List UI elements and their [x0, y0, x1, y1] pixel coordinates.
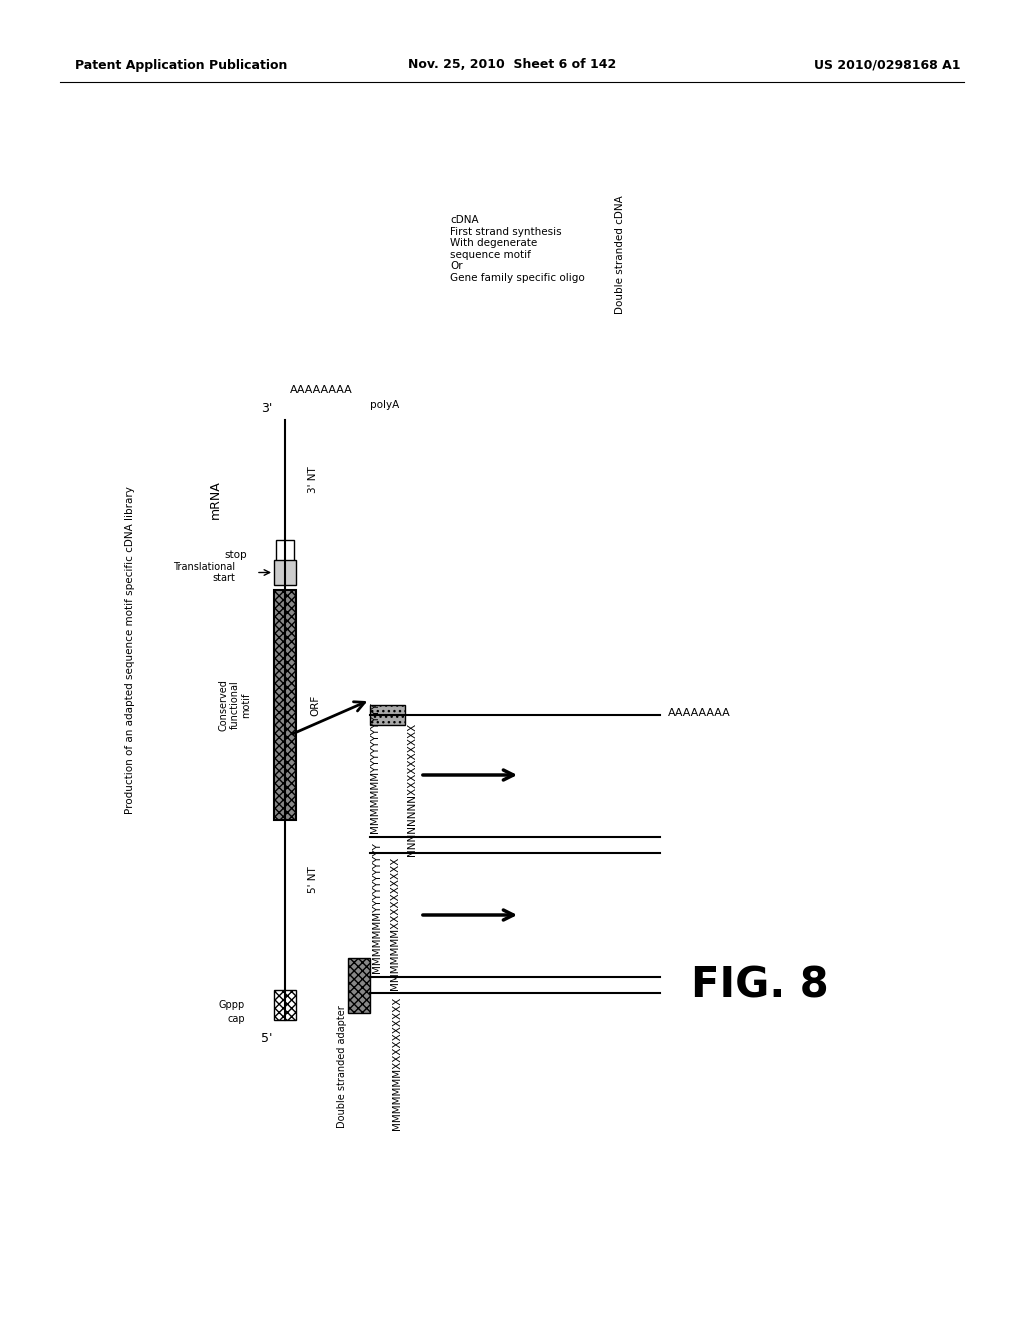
Text: polyA: polyA [370, 400, 399, 411]
Text: MMMMMMMYYYYYYYYYYY: MMMMMMMYYYYYYYYYYY [372, 842, 382, 973]
Bar [348, 957, 370, 1012]
Text: ORF: ORF [310, 694, 319, 715]
Bar [370, 705, 406, 725]
Text: Conserved
functional
motif: Conserved functional motif [218, 678, 252, 731]
Text: Patent Application Publication: Patent Application Publication [75, 58, 288, 71]
Text: MMMMMMMYYYYYYYYYYY: MMMMMMMYYYYYYYYYYY [370, 702, 380, 833]
Bar [274, 590, 296, 820]
Text: AAAAAAAA: AAAAAAAA [668, 708, 731, 718]
Text: Double stranded cDNA: Double stranded cDNA [615, 195, 625, 314]
Text: 3': 3' [261, 401, 272, 414]
Text: MMMMMMMXXXXXXXXXX: MMMMMMMXXXXXXXXXX [390, 857, 400, 990]
Text: MMMMMMMXXXXXXXXXX: MMMMMMMXXXXXXXXXX [392, 997, 402, 1130]
Text: cap: cap [227, 1014, 245, 1024]
Bar [274, 560, 296, 585]
Bar [274, 990, 296, 1020]
Text: Double stranded adapter: Double stranded adapter [337, 1005, 347, 1127]
Text: cDNA
First strand synthesis
With degenerate
sequence motif
Or
Gene family specif: cDNA First strand synthesis With degener… [450, 215, 585, 282]
Text: mRNA: mRNA [209, 480, 221, 519]
Text: NNNNNNNNXXXXXXXXXX: NNNNNNNNXXXXXXXXXX [407, 723, 417, 857]
Text: Translational
start: Translational start [173, 562, 234, 583]
Text: US 2010/0298168 A1: US 2010/0298168 A1 [813, 58, 961, 71]
Text: 5': 5' [261, 1031, 272, 1044]
Bar [276, 540, 294, 570]
Text: Nov. 25, 2010  Sheet 6 of 142: Nov. 25, 2010 Sheet 6 of 142 [408, 58, 616, 71]
Text: 5' NT: 5' NT [308, 867, 318, 894]
Text: 3' NT: 3' NT [308, 467, 318, 494]
Text: Gppp: Gppp [219, 1001, 245, 1010]
Text: AAAAAAAA: AAAAAAAA [290, 385, 352, 395]
Text: stop: stop [224, 550, 247, 560]
Text: Production of an adapted sequence motif specific cDNA library: Production of an adapted sequence motif … [125, 486, 135, 814]
Text: FIG. 8: FIG. 8 [691, 964, 828, 1006]
